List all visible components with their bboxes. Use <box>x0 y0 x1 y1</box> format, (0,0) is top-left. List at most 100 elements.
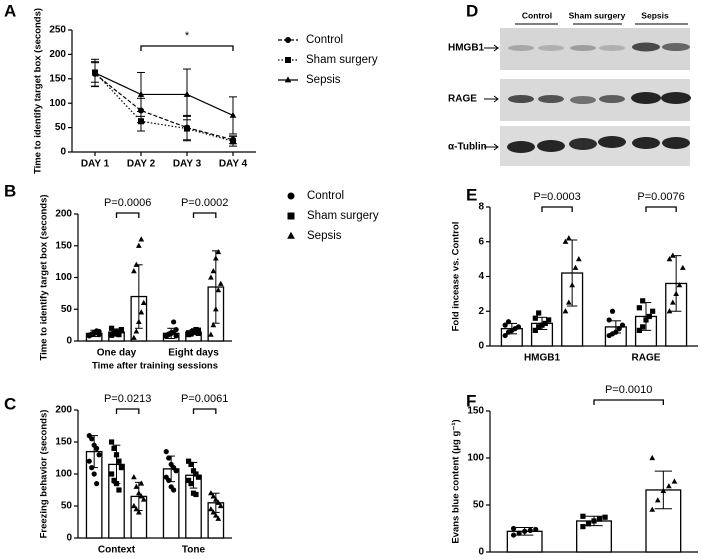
band <box>632 42 660 52</box>
y-tick-label: 6 <box>478 236 484 247</box>
marker <box>131 474 137 480</box>
marker <box>184 125 190 132</box>
annotation: P=0.0003 <box>533 191 580 203</box>
marker <box>140 496 147 502</box>
legend-label: Control <box>306 34 343 46</box>
y-tick-label: 50 <box>473 500 485 511</box>
y-tick-label: 200 <box>55 405 72 416</box>
marker <box>527 527 533 533</box>
blot-column-label: Sepsis <box>641 10 669 20</box>
blot-row-label: α-Tublin <box>448 142 487 153</box>
y-tick-label: 2 <box>478 306 484 317</box>
band <box>599 95 625 103</box>
marker <box>565 235 572 241</box>
annotation: P=0.0006 <box>104 197 151 209</box>
x-tick-label: Eight days <box>168 348 219 359</box>
x-tick-label: One day <box>97 348 137 359</box>
marker <box>210 509 217 515</box>
marker <box>666 483 672 489</box>
significance-bracket <box>140 45 234 51</box>
marker <box>671 478 678 484</box>
y-tick-label: 100 <box>467 453 484 464</box>
marker <box>616 326 622 332</box>
marker <box>536 324 542 330</box>
legend-label: Sham surgery <box>307 210 379 222</box>
marker <box>562 238 569 244</box>
marker <box>118 465 125 471</box>
y-tick-label: 150 <box>49 73 66 84</box>
marker <box>215 515 222 521</box>
marker <box>208 274 214 280</box>
marker <box>188 331 194 337</box>
marker <box>208 490 214 496</box>
marker <box>285 57 291 63</box>
panel-letter: C <box>4 394 16 413</box>
line <box>94 72 234 142</box>
marker <box>96 452 102 458</box>
band <box>662 43 690 51</box>
marker <box>111 445 117 451</box>
marker <box>135 242 142 248</box>
y-tick-label: 4 <box>478 271 484 282</box>
marker <box>86 458 92 464</box>
marker <box>94 328 100 334</box>
x-tick-label: Context <box>98 545 136 556</box>
marker <box>185 477 192 483</box>
marker <box>173 326 179 333</box>
marker <box>138 493 145 499</box>
marker <box>596 516 603 522</box>
annotation: P=0.0010 <box>605 384 652 396</box>
y-tick-label: 150 <box>55 240 72 251</box>
y-tick-label: 100 <box>55 469 72 480</box>
marker <box>666 308 673 314</box>
marker <box>602 514 608 520</box>
marker <box>640 324 646 330</box>
arrow <box>484 44 499 52</box>
y-axis-label: Fold incease vs. Control <box>451 222 462 332</box>
band <box>661 92 691 104</box>
blot-column-label: Control <box>522 10 552 20</box>
marker <box>210 268 217 274</box>
significance-bracket <box>541 206 573 212</box>
marker <box>606 317 612 323</box>
marker <box>515 324 522 330</box>
marker <box>111 477 117 483</box>
y-axis-label: Evans blue content (μg g⁻¹) <box>451 419 462 543</box>
blot-row-label: HMGB1 <box>448 43 485 54</box>
band <box>508 95 534 103</box>
marker <box>138 236 145 242</box>
marker <box>89 436 95 442</box>
marker <box>510 525 517 532</box>
marker <box>650 308 656 314</box>
marker <box>580 524 586 530</box>
band <box>570 45 596 51</box>
x-tick-label: DAY 4 <box>219 159 248 170</box>
marker <box>636 305 642 311</box>
x-tick-label: DAY 3 <box>173 159 202 170</box>
marker <box>619 322 626 328</box>
marker <box>131 268 137 274</box>
marker <box>116 487 122 493</box>
western-blot: D Control Sham surgery Sepsis <box>448 1 691 166</box>
arrow <box>484 95 499 103</box>
marker <box>135 509 142 515</box>
marker <box>140 299 147 305</box>
marker <box>188 461 194 467</box>
marker <box>133 261 140 267</box>
marker <box>138 480 145 486</box>
y-tick-label: 200 <box>49 49 66 60</box>
legend-label: Sham surgery <box>306 54 378 66</box>
significance-bracket <box>645 206 677 212</box>
marker <box>215 248 222 255</box>
blot-row-label: RAGE <box>448 94 477 105</box>
marker <box>640 298 646 304</box>
panel-letter: E <box>466 185 477 204</box>
marker <box>195 330 202 336</box>
marker <box>669 299 676 305</box>
marker <box>166 477 172 483</box>
marker <box>171 487 177 493</box>
band <box>538 45 564 51</box>
band <box>662 137 690 149</box>
marker <box>679 264 686 270</box>
marker <box>575 256 582 262</box>
